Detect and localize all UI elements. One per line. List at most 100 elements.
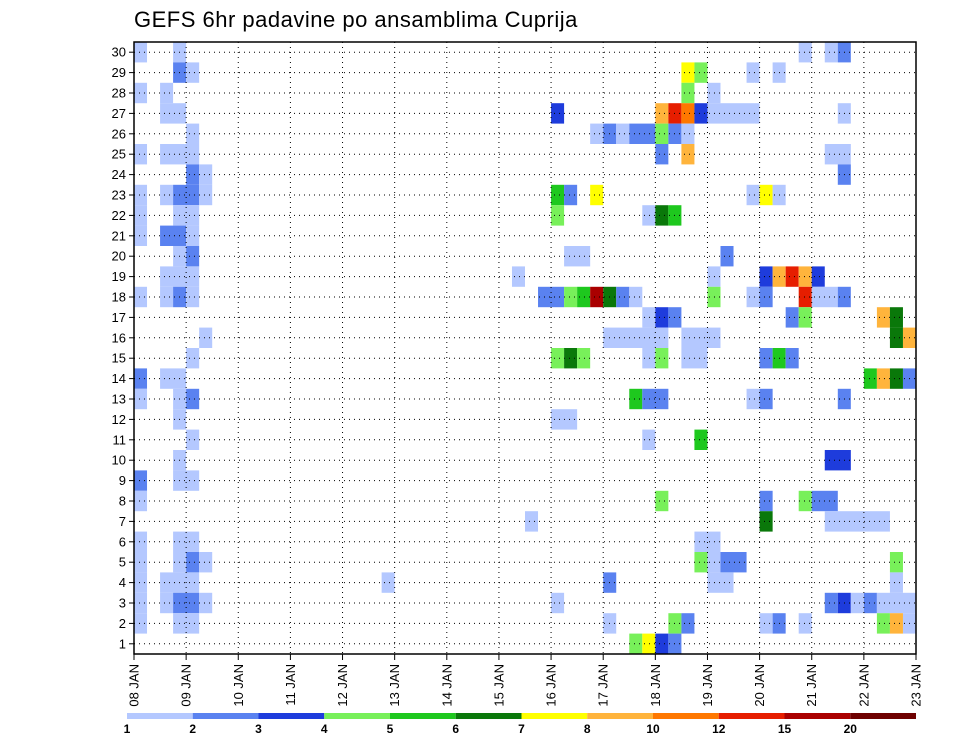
- x-tick-label: 16 JAN: [544, 664, 559, 707]
- y-tick-label: 10: [112, 453, 126, 468]
- y-tick-label: 25: [112, 147, 126, 162]
- heatmap-cell: [876, 307, 890, 328]
- heatmap-cell: [785, 307, 799, 328]
- heatmap-cell: [186, 164, 200, 185]
- heatmap-cell: [759, 613, 773, 634]
- heatmap-cell: [759, 388, 773, 410]
- heatmap-cell: [655, 307, 669, 328]
- y-tick-label: 30: [112, 45, 126, 60]
- heatmap-cell: [655, 633, 669, 654]
- heatmap-cell: [694, 429, 708, 450]
- heatmap-cell: [694, 552, 708, 573]
- heatmap-cell: [186, 286, 200, 308]
- heatmap-cell: [134, 82, 148, 104]
- heatmap-cell: [160, 82, 174, 104]
- x-tick-label: 09 JAN: [179, 664, 194, 707]
- heatmap-cell: [642, 388, 669, 410]
- heatmap-cell: [746, 62, 760, 83]
- heatmap-cell: [629, 388, 643, 410]
- heatmap-cell: [759, 490, 773, 512]
- heatmap-cell: [824, 42, 838, 63]
- heatmap-cell: [889, 552, 903, 573]
- legend-swatch: [127, 713, 193, 719]
- heatmap-cell: [173, 205, 200, 226]
- heatmap-cell: [134, 490, 148, 512]
- heatmap-cell: [577, 286, 591, 308]
- heatmap-cell: [629, 123, 656, 144]
- heatmap-cell: [681, 144, 695, 165]
- y-tick-label: 28: [112, 86, 126, 101]
- heatmap-cell: [681, 613, 695, 634]
- heatmap-cell: [525, 511, 539, 532]
- chart-title: GEFS 6hr padavine po ansamblima Cuprija: [134, 7, 578, 32]
- y-tick-label: 15: [112, 351, 126, 366]
- legend-label: 10: [646, 722, 660, 736]
- heatmap-cell: [642, 307, 656, 328]
- heatmap-cell: [655, 205, 669, 226]
- heatmap-cell: [655, 103, 669, 124]
- x-tick-label: 13 JAN: [387, 664, 402, 707]
- heatmap-cell: [134, 613, 148, 634]
- y-tick-label: 16: [112, 330, 126, 345]
- heatmap-cell: [824, 144, 851, 165]
- heatmap-cell: [186, 552, 200, 573]
- y-tick-label: 23: [112, 188, 126, 203]
- y-tick-label: 29: [112, 65, 126, 80]
- heatmap-cell: [381, 572, 395, 593]
- heatmap-cell: [564, 286, 578, 308]
- heatmap-cell: [186, 429, 200, 450]
- x-tick-label: 17 JAN: [596, 664, 611, 707]
- heatmap-cell: [551, 592, 565, 614]
- heatmap-cell: [564, 184, 578, 206]
- color-legend: 1 2 3 4 5 6 7 8 10 12 15 20: [124, 713, 916, 736]
- heatmap-cell: [134, 225, 148, 246]
- grid-lines: [134, 42, 916, 654]
- heatmap-cell: [876, 368, 890, 389]
- heatmap-cell: [720, 246, 734, 267]
- legend-swatch: [455, 713, 522, 719]
- y-tick-label: 24: [112, 167, 126, 182]
- legend-swatch: [192, 713, 259, 719]
- heatmap-cell: [642, 633, 656, 654]
- heatmap-cell: [876, 613, 890, 634]
- heatmap-cell: [134, 144, 148, 165]
- heatmap-cell: [160, 225, 187, 246]
- heatmap-cell: [590, 123, 604, 144]
- y-tick-label: 12: [112, 412, 126, 427]
- heatmap-cell: [889, 368, 903, 389]
- heatmap-cell: [707, 286, 721, 308]
- y-tick-label: 22: [112, 208, 126, 223]
- heatmap-cell: [199, 592, 213, 614]
- y-tick-label: 7: [119, 514, 126, 529]
- y-tick-label: 1: [119, 636, 126, 651]
- heatmap-cell: [707, 266, 721, 287]
- heatmap-cell: [160, 184, 174, 206]
- y-axis: 1234567891011121314151617181920212223242…: [112, 45, 134, 651]
- y-tick-label: 17: [112, 310, 126, 325]
- legend-swatch: [521, 713, 588, 719]
- heatmap-cell: [186, 348, 200, 369]
- heatmap-cell: [642, 429, 656, 450]
- heatmap-cell: [798, 613, 812, 634]
- heatmap-cell: [798, 286, 812, 308]
- heatmap-cell: [199, 552, 213, 573]
- heatmap-cell: [590, 286, 604, 308]
- heatmap-cell: [577, 348, 591, 369]
- x-tick-label: 12 JAN: [335, 664, 350, 707]
- heatmap-cell: [798, 266, 812, 287]
- heatmap-cell: [199, 164, 213, 185]
- heatmap-cell: [173, 470, 200, 491]
- legend-label: 8: [584, 722, 591, 736]
- heatmap-cell: [811, 266, 825, 287]
- y-tick-label: 8: [119, 494, 126, 509]
- y-tick-label: 14: [112, 371, 126, 386]
- y-tick-label: 26: [112, 126, 126, 141]
- heatmap-cell: [134, 552, 148, 573]
- heatmap-cell: [785, 266, 799, 287]
- heatmap-cell: [720, 552, 747, 573]
- y-tick-label: 2: [119, 616, 126, 631]
- x-tick-label: 15 JAN: [491, 664, 506, 707]
- heatmap-cell: [134, 205, 148, 226]
- heatmap-cell: [160, 103, 187, 124]
